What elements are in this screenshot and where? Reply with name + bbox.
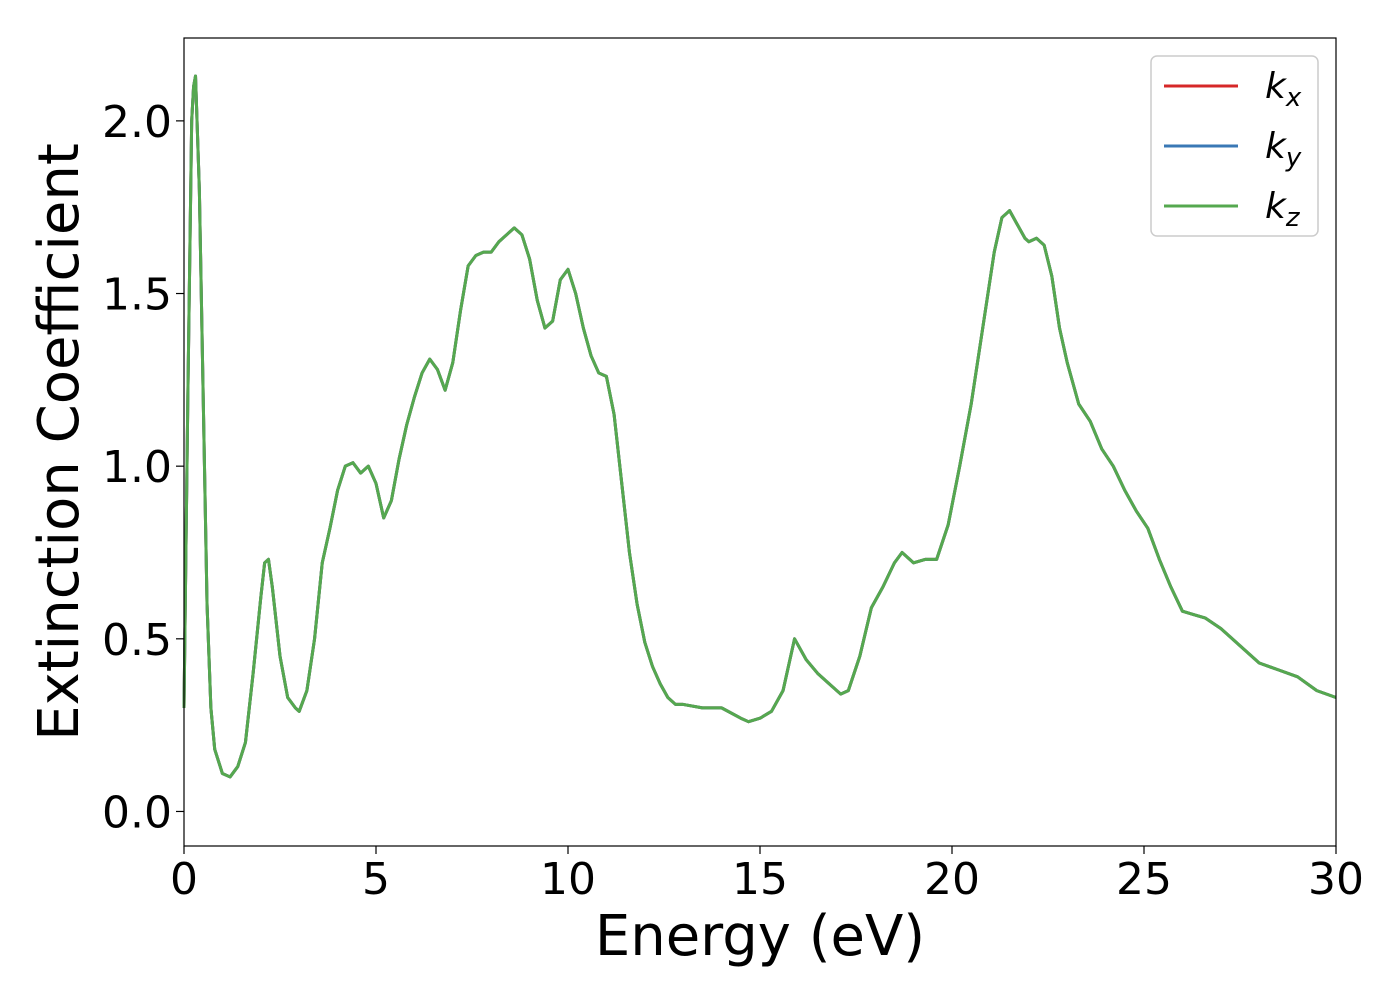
y-tick-label: 0.0 bbox=[102, 787, 172, 838]
y-axis-title: Extinction Coefficient bbox=[27, 143, 92, 741]
x-tick-label: 10 bbox=[540, 854, 596, 905]
x-axis-title: Energy (eV) bbox=[595, 904, 925, 969]
x-axis-ticks: 0 5 10 15 20 25 30 bbox=[170, 846, 1364, 905]
legend-label: kz bbox=[1265, 186, 1301, 233]
legend-label: kx bbox=[1265, 66, 1302, 113]
x-tick-label: 15 bbox=[732, 854, 788, 905]
series-layer bbox=[182, 74, 1337, 779]
y-tick-label: 1.0 bbox=[102, 442, 172, 493]
series-line-kz bbox=[182, 74, 1337, 779]
y-tick-label: 2.0 bbox=[102, 97, 172, 148]
x-tick-label: 30 bbox=[1308, 854, 1364, 905]
x-tick-label: 5 bbox=[362, 854, 390, 905]
x-tick-label: 20 bbox=[924, 854, 980, 905]
y-tick-label: 1.5 bbox=[102, 270, 172, 321]
x-tick-label: 0 bbox=[170, 854, 198, 905]
legend: kx ky kz bbox=[1150, 55, 1319, 237]
legend-label: ky bbox=[1265, 126, 1302, 173]
y-axis-ticks: 0.0 0.5 1.0 1.5 2.0 bbox=[102, 97, 184, 838]
y-tick-label: 0.5 bbox=[102, 615, 172, 666]
x-tick-label: 25 bbox=[1116, 854, 1172, 905]
